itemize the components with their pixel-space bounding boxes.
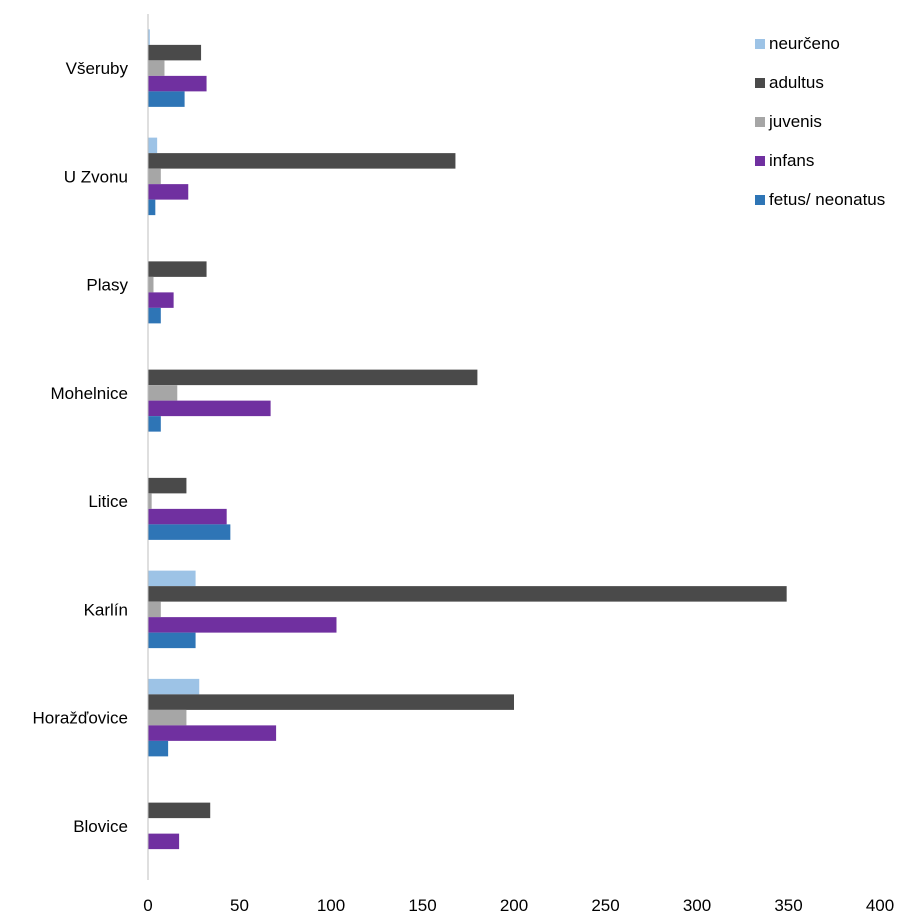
legend-swatch	[755, 116, 765, 127]
legend-item: fetus/ neonatus	[755, 180, 915, 219]
legend-item: juvenis	[755, 102, 915, 141]
bar-infans-1	[148, 184, 189, 200]
category-label: Všeruby	[66, 59, 129, 78]
x-tick-label: 0	[143, 896, 152, 915]
bar-infans-4	[148, 508, 227, 525]
bar-juvenis-5	[148, 601, 161, 618]
bar-adultus-4	[148, 477, 187, 494]
bar-adultus-7	[148, 802, 211, 819]
bar-fetusneonatus-6	[148, 740, 169, 757]
bar-infans-6	[148, 725, 277, 741]
legend-item: adultus	[755, 63, 915, 102]
legend-swatch	[755, 155, 765, 166]
x-tick-label: 50	[230, 896, 249, 915]
legend: neurčeno adultus juvenis infans fetus/ neona…	[755, 24, 915, 219]
bar-infans-5	[148, 617, 337, 633]
bar-infans-7	[148, 833, 180, 850]
x-tick-labels: 0 50 100 150 200 250 300 350 400	[143, 896, 894, 915]
category-label: Mohelnice	[51, 384, 129, 403]
legend-swatch	[755, 194, 765, 205]
category-label: Karlín	[84, 600, 128, 619]
x-tick-label: 150	[408, 896, 436, 915]
legend-item: neurčeno	[755, 24, 915, 63]
bar-adultus-1	[148, 153, 456, 169]
bar-neureno-6	[148, 678, 200, 695]
legend-swatch	[755, 38, 765, 49]
bar-juvenis-4	[148, 493, 152, 509]
category-label: Plasy	[86, 276, 128, 295]
bar-neureno-0	[148, 29, 150, 45]
bar-adultus-6	[148, 694, 514, 710]
category-label: Blovice	[73, 817, 128, 836]
bar-fetusneonatus-1	[148, 199, 156, 216]
bar-fetusneonatus-4	[148, 524, 231, 540]
bar-juvenis-6	[148, 709, 187, 726]
bar-adultus-5	[148, 586, 787, 602]
bar-fetusneonatus-5	[148, 632, 196, 649]
category-label: Horažďovice	[33, 709, 128, 728]
x-tick-label: 250	[591, 896, 619, 915]
bar-neureno-1	[148, 137, 158, 154]
bar-fetusneonatus-2	[148, 307, 161, 324]
category-labels: Všeruby U Zvonu Plasy Mohelnice Litice Karlín…	[33, 59, 129, 836]
legend-label: adultus	[769, 72, 824, 92]
legend-label: juvenis	[769, 111, 822, 131]
x-tick-label: 350	[774, 896, 802, 915]
bar-juvenis-1	[148, 168, 161, 185]
x-tick-label: 400	[866, 896, 894, 915]
bar-adultus-0	[148, 44, 202, 61]
legend-label: infans	[769, 150, 815, 170]
bars-group	[148, 29, 787, 850]
legend-item: infans	[755, 141, 915, 180]
bar-adultus-2	[148, 261, 207, 277]
legend-label: fetus/ neonatus	[769, 189, 886, 209]
x-tick-label: 300	[683, 896, 711, 915]
bar-neureno-5	[148, 570, 196, 587]
bar-infans-0	[148, 75, 207, 92]
bar-juvenis-2	[148, 276, 154, 293]
bar-infans-3	[148, 400, 271, 417]
category-label: U Zvonu	[64, 167, 128, 186]
legend-swatch	[755, 77, 765, 88]
bar-adultus-3	[148, 369, 478, 386]
bar-fetusneonatus-3	[148, 416, 161, 432]
legend-label: neurčeno	[769, 33, 840, 53]
bar-infans-2	[148, 292, 174, 308]
bar-juvenis-3	[148, 385, 178, 401]
x-tick-label: 200	[500, 896, 528, 915]
bar-fetusneonatus-0	[148, 91, 185, 107]
category-label: Litice	[88, 492, 128, 511]
x-tick-label: 100	[317, 896, 345, 915]
bar-juvenis-0	[148, 60, 165, 76]
